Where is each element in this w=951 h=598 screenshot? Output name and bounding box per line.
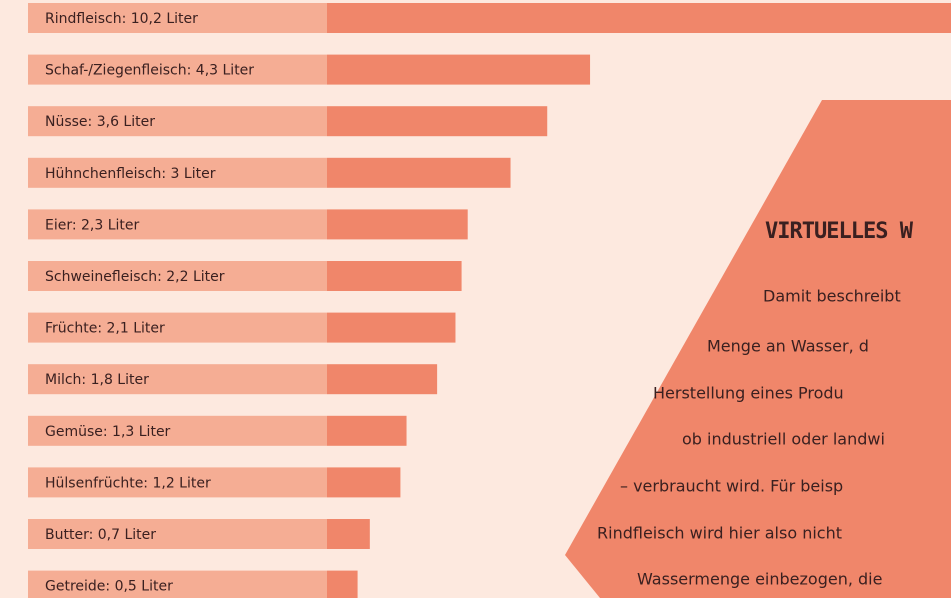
bar: [327, 157, 511, 188]
label-box: [28, 261, 327, 291]
callout-shape: [565, 100, 951, 598]
callout-line: Menge an Wasser, d: [707, 337, 869, 356]
bar: [327, 209, 468, 240]
bar-label: Hülsenfrüchte: 1,2 Liter: [45, 475, 211, 491]
label-box: [28, 157, 327, 188]
bar-label: Hühnchenfleisch: 3 Liter: [45, 166, 216, 182]
bar: [327, 312, 456, 343]
label-box: [28, 3, 327, 33]
callout-line: Rindfleisch wird hier also nicht: [597, 524, 842, 543]
label-box: [28, 106, 327, 137]
bar: [327, 261, 462, 291]
bar: [327, 106, 548, 137]
label-box: [28, 364, 327, 395]
bar-label: Rindfleisch: 10,2 Liter: [45, 11, 198, 27]
label-box: [28, 467, 327, 498]
callout-title: VIRTUELLES W: [765, 219, 914, 244]
bar: [327, 3, 951, 33]
callout-line: Wassermenge einbezogen, die: [637, 570, 882, 589]
label-box: [28, 209, 327, 240]
callout-line: – verbraucht wird. Für beisp: [620, 477, 843, 496]
bar-label: Gemüse: 1,3 Liter: [45, 424, 171, 440]
bar: [327, 364, 438, 395]
bar: [327, 415, 407, 446]
label-box: [28, 312, 327, 343]
callout-line: Herstellung eines Produ: [653, 384, 844, 403]
callout-line: Damit beschreibt: [763, 287, 901, 306]
bar-label: Getreide: 0,5 Liter: [45, 579, 173, 595]
bar: [327, 519, 370, 549]
bar: [327, 570, 358, 598]
bar-label: Schaf-/Ziegenfleisch: 4,3 Liter: [45, 63, 254, 79]
label-box: [28, 570, 327, 598]
label-box: [28, 519, 327, 549]
label-box: [28, 415, 327, 446]
bar-label: Butter: 0,7 Liter: [45, 527, 156, 543]
bar: [327, 467, 401, 498]
bar-label: Schweinefleisch: 2,2 Liter: [45, 269, 225, 285]
bar-label: Milch: 1,8 Liter: [45, 372, 149, 388]
bar-label: Nüsse: 3,6 Liter: [45, 114, 155, 130]
bar: [327, 54, 591, 85]
bar-label: Früchte: 2,1 Liter: [45, 321, 165, 337]
callout-line: ob industriell oder landwi: [682, 430, 885, 449]
label-box: [28, 54, 327, 85]
bar-label: Eier: 2,3 Liter: [45, 217, 140, 233]
